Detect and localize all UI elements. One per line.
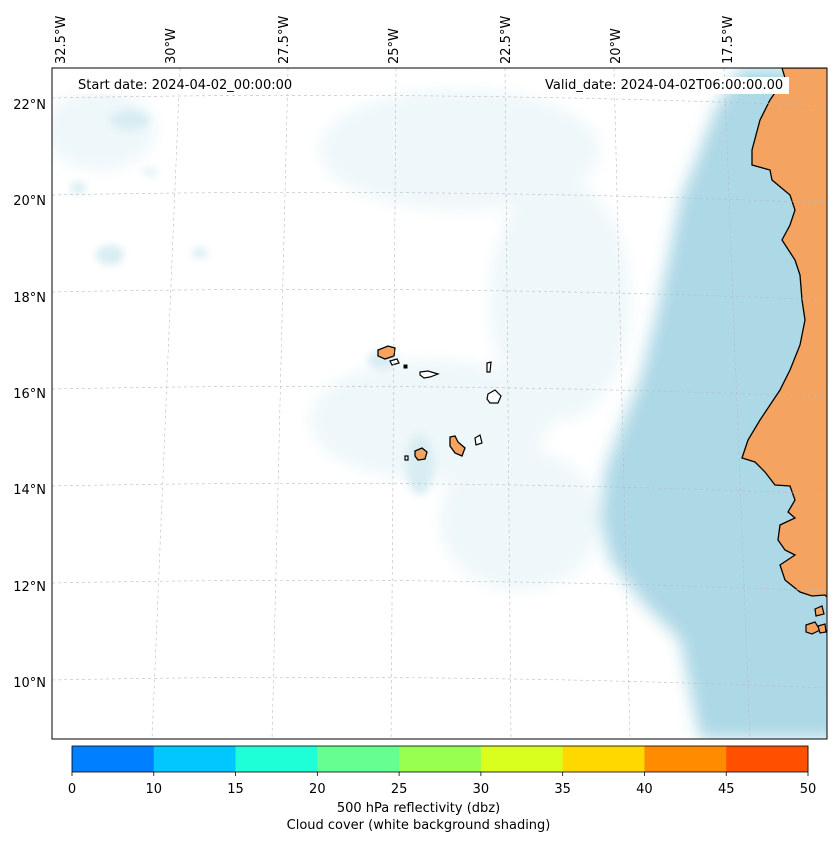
lat-label-14n: 14°N [13,483,46,498]
colorbar-tick-label: 50 [799,782,817,797]
colorbar-tick-label: 40 [636,782,653,797]
colorbar-segment [726,746,809,772]
colorbar-tick-label: 35 [554,782,571,797]
colorbar-tick-label: 10 [145,782,163,797]
cloud-cover-light [70,110,434,495]
lat-label-22n: 22°N [13,98,46,113]
island-bissagos-1 [814,605,825,617]
colorbar-segment [562,746,645,772]
lon-label-32-5w: 32.5°W [54,15,69,64]
colorbar-tick-label: 45 [717,782,735,797]
lat-label-16n: 16°N [13,387,46,402]
cloud-cover-faint [52,90,630,590]
lat-label-10n: 10°N [13,676,46,691]
cloud-band [600,68,827,739]
colorbar-segment [72,746,155,772]
lat-label-20n: 20°N [13,194,46,209]
start-date-label: Start date: 2024-04-02_00:00:00 [72,77,299,94]
colorbar-tick-label: 0 [67,782,77,797]
colorbar-segment [644,746,727,772]
colorbar-label: 500 hPa reflectivity (dbz) [336,801,501,816]
lon-label-20w: 20°W [609,28,624,64]
valid-date-label: Valid_date: 2024-04-02T06:00:00.00 [539,77,790,94]
lat-label-18n: 18°N [13,291,46,306]
lon-label-17-5w: 17.5°W [721,15,736,64]
colorbar-tick-label: 30 [472,782,490,797]
island-sao-vicente [389,358,400,366]
colorbar-segment [235,746,318,772]
island-maio [474,434,483,446]
lon-label-30w: 30°W [164,28,179,64]
colorbar-sublabel: Cloud cover (white background shading) [286,818,551,833]
lon-label-22-5w: 22.5°W [499,15,514,64]
island-santiago [449,435,466,457]
map-frame [51,67,828,740]
island-brava [404,455,409,461]
colorbar-segment [153,746,237,772]
colorbar-tick-marks [71,772,809,776]
island-boa-vista [486,389,502,404]
island-sao-nicolau [419,370,440,379]
island-bissagos-3 [817,623,827,634]
island-bissagos-2 [805,621,821,635]
lon-label-25w: 25°W [387,28,402,64]
island-santa-luzia [403,364,408,369]
lat-label-12n: 12°N [13,580,46,595]
island-sal [486,361,492,373]
colorbar-segment [480,746,564,772]
colorbar [72,746,809,772]
colorbar-segment [317,746,400,772]
island-fogo [414,447,428,461]
colorbar-tick-label: 20 [309,782,326,797]
colorbar-tick-label: 15 [227,782,244,797]
colorbar-segment [399,746,482,772]
colorbar-frame [71,745,809,773]
colorbar-tick-label: 25 [390,782,408,797]
lon-label-27-5w: 27.5°W [277,15,292,64]
gridlines [52,68,827,739]
